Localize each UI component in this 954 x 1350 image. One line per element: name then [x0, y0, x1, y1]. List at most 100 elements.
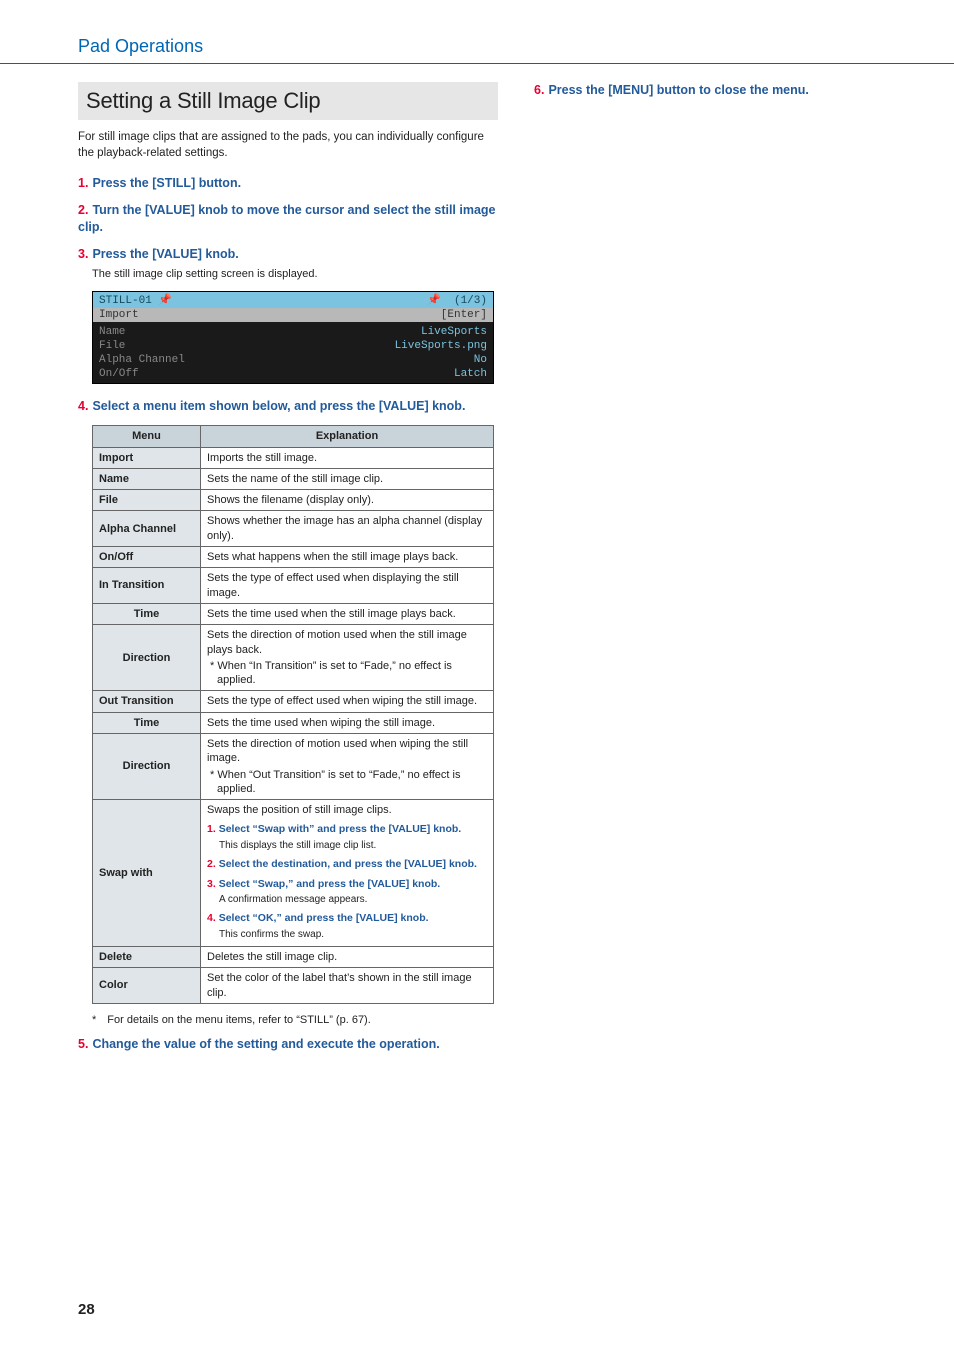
step-2: 2.Turn the [VALUE] knob to move the curs… — [78, 202, 498, 236]
screenshot-onoff-label: On/Off — [99, 368, 139, 382]
screenshot-file-value: LiveSports.png — [395, 340, 487, 354]
step-1-title: 1. Press the [STILL] button. — [78, 175, 498, 192]
step-2-text: Turn the [VALUE] knob to move the cursor… — [78, 203, 496, 234]
cell-outtime-menu: Time — [93, 712, 201, 733]
step-6-text: Press the [MENU] button to close the men… — [548, 83, 808, 97]
step-4-title: 4. Select a menu item shown below, and pr… — [78, 398, 498, 415]
cell-alpha-menu: Alpha Channel — [93, 511, 201, 547]
step-6: 6. Press the [MENU] button to close the m… — [534, 82, 876, 99]
cell-delete-menu: Delete — [93, 947, 201, 968]
table-row: NameSets the name of the still image cli… — [93, 468, 494, 489]
cell-outtrans-menu: Out Transition — [93, 691, 201, 712]
section-title: Setting a Still Image Clip — [78, 82, 498, 120]
screenshot-alpha-value: No — [474, 354, 487, 368]
table-row: On/OffSets what happens when the still i… — [93, 547, 494, 568]
table-row: ColorSet the color of the label that’s s… — [93, 968, 494, 1004]
step-4: 4. Select a menu item shown below, and pr… — [78, 398, 498, 415]
cell-delete-exp: Deletes the still image clip. — [201, 947, 494, 968]
screenshot-titlebar: STILL-01 📌 📌 (1/3) — [93, 292, 493, 308]
step-1-text: Press the [STILL] button. — [92, 176, 241, 190]
cell-outdir-exp: Sets the direction of motion used when w… — [201, 734, 494, 800]
cell-indir-menu: Direction — [93, 625, 201, 691]
table-header-explanation: Explanation — [201, 426, 494, 447]
screenshot-import-value: [Enter] — [441, 309, 487, 321]
cell-outtrans-exp: Sets the type of effect used when wiping… — [201, 691, 494, 712]
cell-color-menu: Color — [93, 968, 201, 1004]
step-1-number: 1. — [78, 176, 88, 190]
cell-alpha-exp: Shows whether the image has an alpha cha… — [201, 511, 494, 547]
cell-onoff-exp: Sets what happens when the still image p… — [201, 547, 494, 568]
cell-swap-exp: Swaps the position of still image clips.… — [201, 800, 494, 947]
cell-intime-menu: Time — [93, 603, 201, 624]
cell-name-menu: Name — [93, 468, 201, 489]
screenshot-title-left: STILL-01 📌 — [99, 293, 172, 307]
device-screenshot: STILL-01 📌 📌 (1/3) Import [Enter] Name Li… — [92, 291, 494, 384]
table-row: Swap with Swaps the position of still im… — [93, 800, 494, 947]
cell-file-menu: File — [93, 490, 201, 511]
page-content: Setting a Still Image Clip For still ima… — [0, 64, 954, 1063]
table-row: TimeSets the time used when the still im… — [93, 603, 494, 624]
table-row: DirectionSets the direction of motion us… — [93, 625, 494, 691]
screenshot-body: Name LiveSports File LiveSports.png Alpha … — [93, 322, 493, 383]
cell-outdir-menu: Direction — [93, 734, 201, 800]
step-2-title: 2.Turn the [VALUE] knob to move the curs… — [78, 202, 498, 236]
table-footnote: * For details on the menu items, refer t… — [92, 1014, 498, 1026]
step-2-number: 2. — [78, 203, 88, 217]
swap-step-1: 1. Select “Swap with” and press the [VAL… — [207, 823, 487, 837]
step-5-text: Change the value of the setting and exec… — [92, 1037, 439, 1051]
table-row: In TransitionSets the type of effect use… — [93, 568, 494, 604]
table-row: DirectionSets the direction of motion us… — [93, 734, 494, 800]
cell-color-exp: Set the color of the label that’s shown … — [201, 968, 494, 1004]
step-3: 3. Press the [VALUE] knob. The still imag… — [78, 246, 498, 282]
table-row: Alpha ChannelShows whether the image has… — [93, 511, 494, 547]
table-row: ImportImports the still image. — [93, 447, 494, 468]
cell-indir-exp: Sets the direction of motion used when t… — [201, 625, 494, 691]
cell-intime-exp: Sets the time used when the still image … — [201, 603, 494, 624]
screenshot-import-label: Import — [99, 309, 139, 321]
swap-step-4-note: This confirms the swap. — [219, 928, 487, 941]
screenshot-title-right: 📌 (1/3) — [427, 293, 487, 307]
right-column: 6. Press the [MENU] button to close the m… — [534, 82, 876, 1063]
screenshot-alpha-label: Alpha Channel — [99, 354, 185, 368]
step-6-title: 6. Press the [MENU] button to close the m… — [534, 82, 876, 99]
swap-step-2: 2. Select the destination, and press the… — [207, 858, 487, 872]
table-row: TimeSets the time used when wiping the s… — [93, 712, 494, 733]
swap-step-1-note: This displays the still image clip list. — [219, 839, 487, 852]
step-3-title: 3. Press the [VALUE] knob. — [78, 246, 498, 263]
left-column: Setting a Still Image Clip For still ima… — [78, 82, 498, 1063]
cell-name-exp: Sets the name of the still image clip. — [201, 468, 494, 489]
step-3-number: 3. — [78, 247, 88, 261]
screenshot-file-label: File — [99, 340, 125, 354]
table-row: DeleteDeletes the still image clip. — [93, 947, 494, 968]
table-header-menu: Menu — [93, 426, 201, 447]
step-5-number: 5. — [78, 1037, 88, 1051]
step-4-number: 4. — [78, 399, 88, 413]
cell-import-exp: Imports the still image. — [201, 447, 494, 468]
section-intro: For still image clips that are assigned … — [78, 130, 498, 161]
step-5: 5. Change the value of the setting and ex… — [78, 1036, 498, 1053]
page-header-title: Pad Operations — [0, 0, 954, 64]
step-6-number: 6. — [534, 83, 544, 97]
screenshot-name-value: LiveSports — [421, 326, 487, 340]
screenshot-import-row: Import [Enter] — [93, 308, 493, 322]
table-row: FileShows the filename (display only). — [93, 490, 494, 511]
step-3-note: The still image clip setting screen is d… — [92, 267, 498, 282]
step-4-text: Select a menu item shown below, and pres… — [92, 399, 465, 413]
cell-outtime-exp: Sets the time used when wiping the still… — [201, 712, 494, 733]
cell-intrans-menu: In Transition — [93, 568, 201, 604]
screenshot-name-label: Name — [99, 326, 125, 340]
swap-step-3-note: A confirmation message appears. — [219, 893, 487, 906]
cell-import-menu: Import — [93, 447, 201, 468]
page-number: 28 — [78, 1301, 95, 1318]
step-1: 1. Press the [STILL] button. — [78, 175, 498, 192]
cell-intrans-exp: Sets the type of effect used when displa… — [201, 568, 494, 604]
table-row: Out TransitionSets the type of effect us… — [93, 691, 494, 712]
menu-table: Menu Explanation ImportImports the still… — [92, 425, 494, 1004]
swap-step-4: 4. Select “OK,” and press the [VALUE] kn… — [207, 912, 487, 926]
step-5-title: 5. Change the value of the setting and ex… — [78, 1036, 498, 1053]
cell-file-exp: Shows the filename (display only). — [201, 490, 494, 511]
cell-onoff-menu: On/Off — [93, 547, 201, 568]
cell-swap-menu: Swap with — [93, 800, 201, 947]
swap-step-3: 3. Select “Swap,” and press the [VALUE] … — [207, 878, 487, 892]
step-3-text: Press the [VALUE] knob. — [92, 247, 238, 261]
